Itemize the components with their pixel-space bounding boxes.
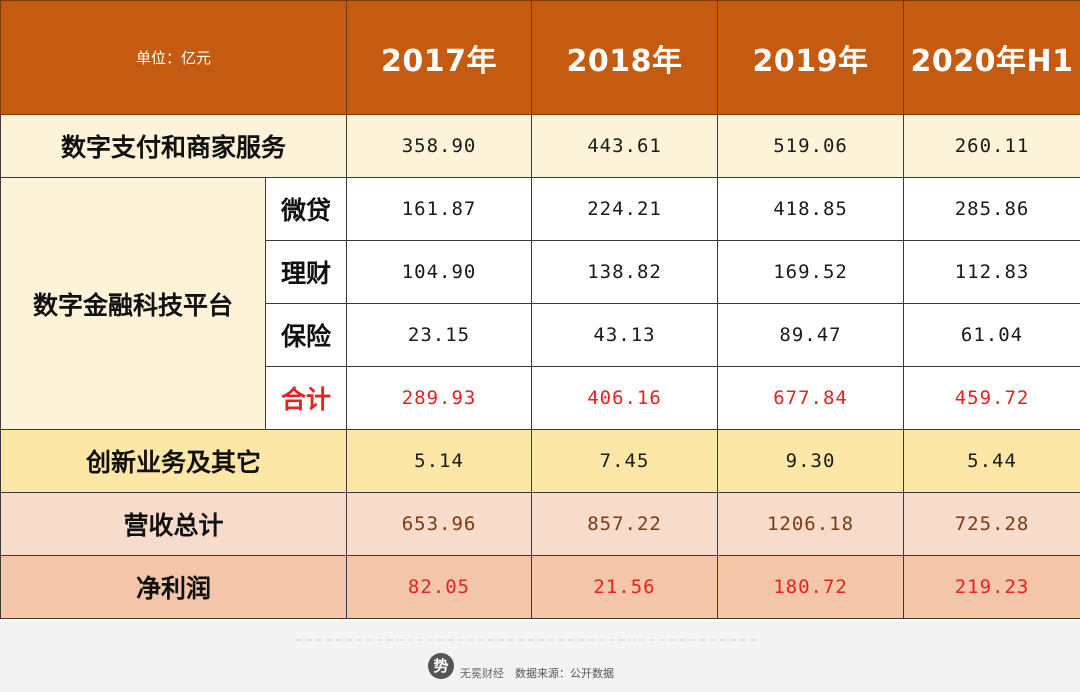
- divider: [296, 639, 756, 641]
- table-row: 净利润 82.05 21.56 180.72 219.23: [0, 555, 1080, 619]
- table-cell: 5.14: [346, 429, 533, 493]
- table-row: 理财 104.90 138.82 169.52 112.83: [1, 240, 1080, 304]
- table-cell: 104.90: [346, 240, 533, 304]
- table-cell: 82.05: [346, 555, 533, 619]
- row-label-fintech: 数字金融科技平台: [0, 177, 266, 430]
- table-cell: 459.72: [903, 366, 1080, 430]
- row-label-payments: 数字支付和商家服务: [0, 114, 348, 178]
- table-cell: 112.83: [903, 240, 1080, 304]
- table-cell: 725.28: [903, 492, 1080, 556]
- table-cell: 180.72: [717, 555, 905, 619]
- table-row: 数字支付和商家服务 358.90 443.61 519.06 260.11: [0, 114, 1080, 178]
- table-cell: 418.85: [717, 177, 905, 241]
- year-header: 2019年: [717, 0, 905, 115]
- year-header: 2018年: [531, 0, 719, 115]
- row-label-profit: 净利润: [0, 555, 348, 619]
- table-cell: 1206.18: [717, 492, 905, 556]
- table-cell: 443.61: [531, 114, 719, 178]
- table-cell: 406.16: [531, 366, 719, 430]
- table-row: 数字金融科技平台 微贷 161.87 224.21 418.85 285.86: [0, 177, 1080, 430]
- footer: [0, 621, 1080, 692]
- table-cell: 289.93: [346, 366, 533, 430]
- year-header: 2017年: [346, 0, 533, 115]
- table-cell: 23.15: [346, 303, 533, 367]
- table-cell: 358.90: [346, 114, 533, 178]
- table-cell: 677.84: [717, 366, 905, 430]
- brand-logo-icon: 势: [428, 653, 454, 679]
- table-cell: 519.06: [717, 114, 905, 178]
- row-sublabel-microloan: 微贷: [264, 177, 348, 241]
- table-cell: 7.45: [531, 429, 719, 493]
- table-cell: 260.11: [903, 114, 1080, 178]
- table-row: 营收总计 653.96 857.22 1206.18 725.28: [0, 492, 1080, 556]
- brand-name: 无冕财经: [460, 667, 504, 680]
- table-cell: 285.86: [903, 177, 1080, 241]
- table-cell: 169.52: [717, 240, 905, 304]
- table-cell: 653.96: [346, 492, 533, 556]
- row-sublabel-wealth: 理财: [264, 240, 348, 304]
- table-cell: 219.23: [903, 555, 1080, 619]
- table-cell: 89.47: [717, 303, 905, 367]
- financial-table-panel: 单位：亿元 2017年 2018年 2019年 2020年H1 数字支付和商家服…: [0, 0, 1080, 621]
- row-sublabel-subtotal: 合计: [264, 366, 348, 430]
- table-cell: 21.56: [531, 555, 719, 619]
- revenue-table: 单位：亿元 2017年 2018年 2019年 2020年H1 数字支付和商家服…: [0, 0, 1080, 619]
- row-label-innovation: 创新业务及其它: [0, 429, 348, 493]
- table-cell: 5.44: [903, 429, 1080, 493]
- table-cell: 43.13: [531, 303, 719, 367]
- unit-label: 单位：亿元: [0, 0, 348, 115]
- table-row: 创新业务及其它 5.14 7.45 9.30 5.44: [0, 429, 1080, 493]
- table-row: 合计 289.93 406.16 677.84 459.72: [1, 366, 1080, 430]
- table-cell: 61.04: [903, 303, 1080, 367]
- row-sublabel-insurance: 保险: [264, 303, 348, 367]
- year-header: 2020年H1: [903, 0, 1080, 115]
- table-row: 保险 23.15 43.13 89.47 61.04: [1, 303, 1080, 367]
- table-cell: 224.21: [531, 177, 719, 241]
- table-cell: 9.30: [717, 429, 905, 493]
- header-row: 单位：亿元 2017年 2018年 2019年 2020年H1: [0, 0, 1080, 115]
- row-label-revenue: 营收总计: [0, 492, 348, 556]
- table-cell: 161.87: [346, 177, 533, 241]
- data-source-note: 数据来源：公开数据: [515, 667, 614, 680]
- table-cell: 857.22: [531, 492, 719, 556]
- table-cell: 138.82: [531, 240, 719, 304]
